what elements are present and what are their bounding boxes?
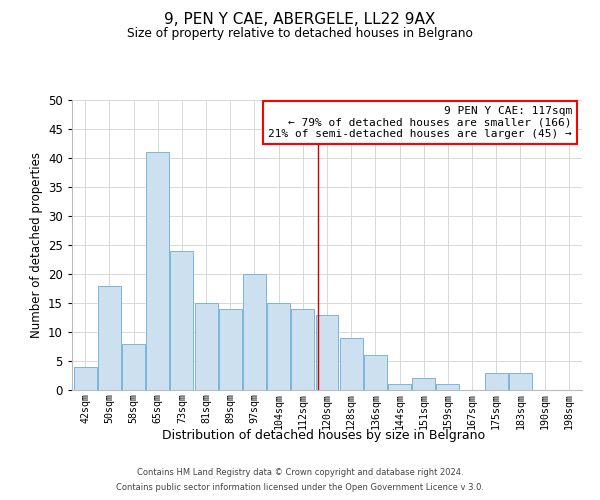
Bar [412, 378, 435, 390]
Text: Distribution of detached houses by size in Belgrano: Distribution of detached houses by size … [163, 428, 485, 442]
Bar [436, 384, 460, 390]
Bar [243, 274, 266, 390]
Text: Contains public sector information licensed under the Open Government Licence v : Contains public sector information licen… [116, 483, 484, 492]
Bar [74, 367, 97, 390]
Text: Contains HM Land Registry data © Crown copyright and database right 2024.: Contains HM Land Registry data © Crown c… [137, 468, 463, 477]
Bar [340, 338, 362, 390]
Text: 9, PEN Y CAE, ABERGELE, LL22 9AX: 9, PEN Y CAE, ABERGELE, LL22 9AX [164, 12, 436, 28]
Bar [219, 309, 242, 390]
Bar [170, 251, 193, 390]
Bar [267, 303, 290, 390]
Bar [98, 286, 121, 390]
Bar [316, 314, 338, 390]
Text: Size of property relative to detached houses in Belgrano: Size of property relative to detached ho… [127, 28, 473, 40]
Y-axis label: Number of detached properties: Number of detached properties [29, 152, 43, 338]
Bar [194, 303, 218, 390]
Text: 9 PEN Y CAE: 117sqm
← 79% of detached houses are smaller (166)
21% of semi-detac: 9 PEN Y CAE: 117sqm ← 79% of detached ho… [268, 106, 572, 139]
Bar [122, 344, 145, 390]
Bar [146, 152, 169, 390]
Bar [388, 384, 411, 390]
Bar [485, 372, 508, 390]
Bar [364, 355, 387, 390]
Bar [509, 372, 532, 390]
Bar [292, 309, 314, 390]
